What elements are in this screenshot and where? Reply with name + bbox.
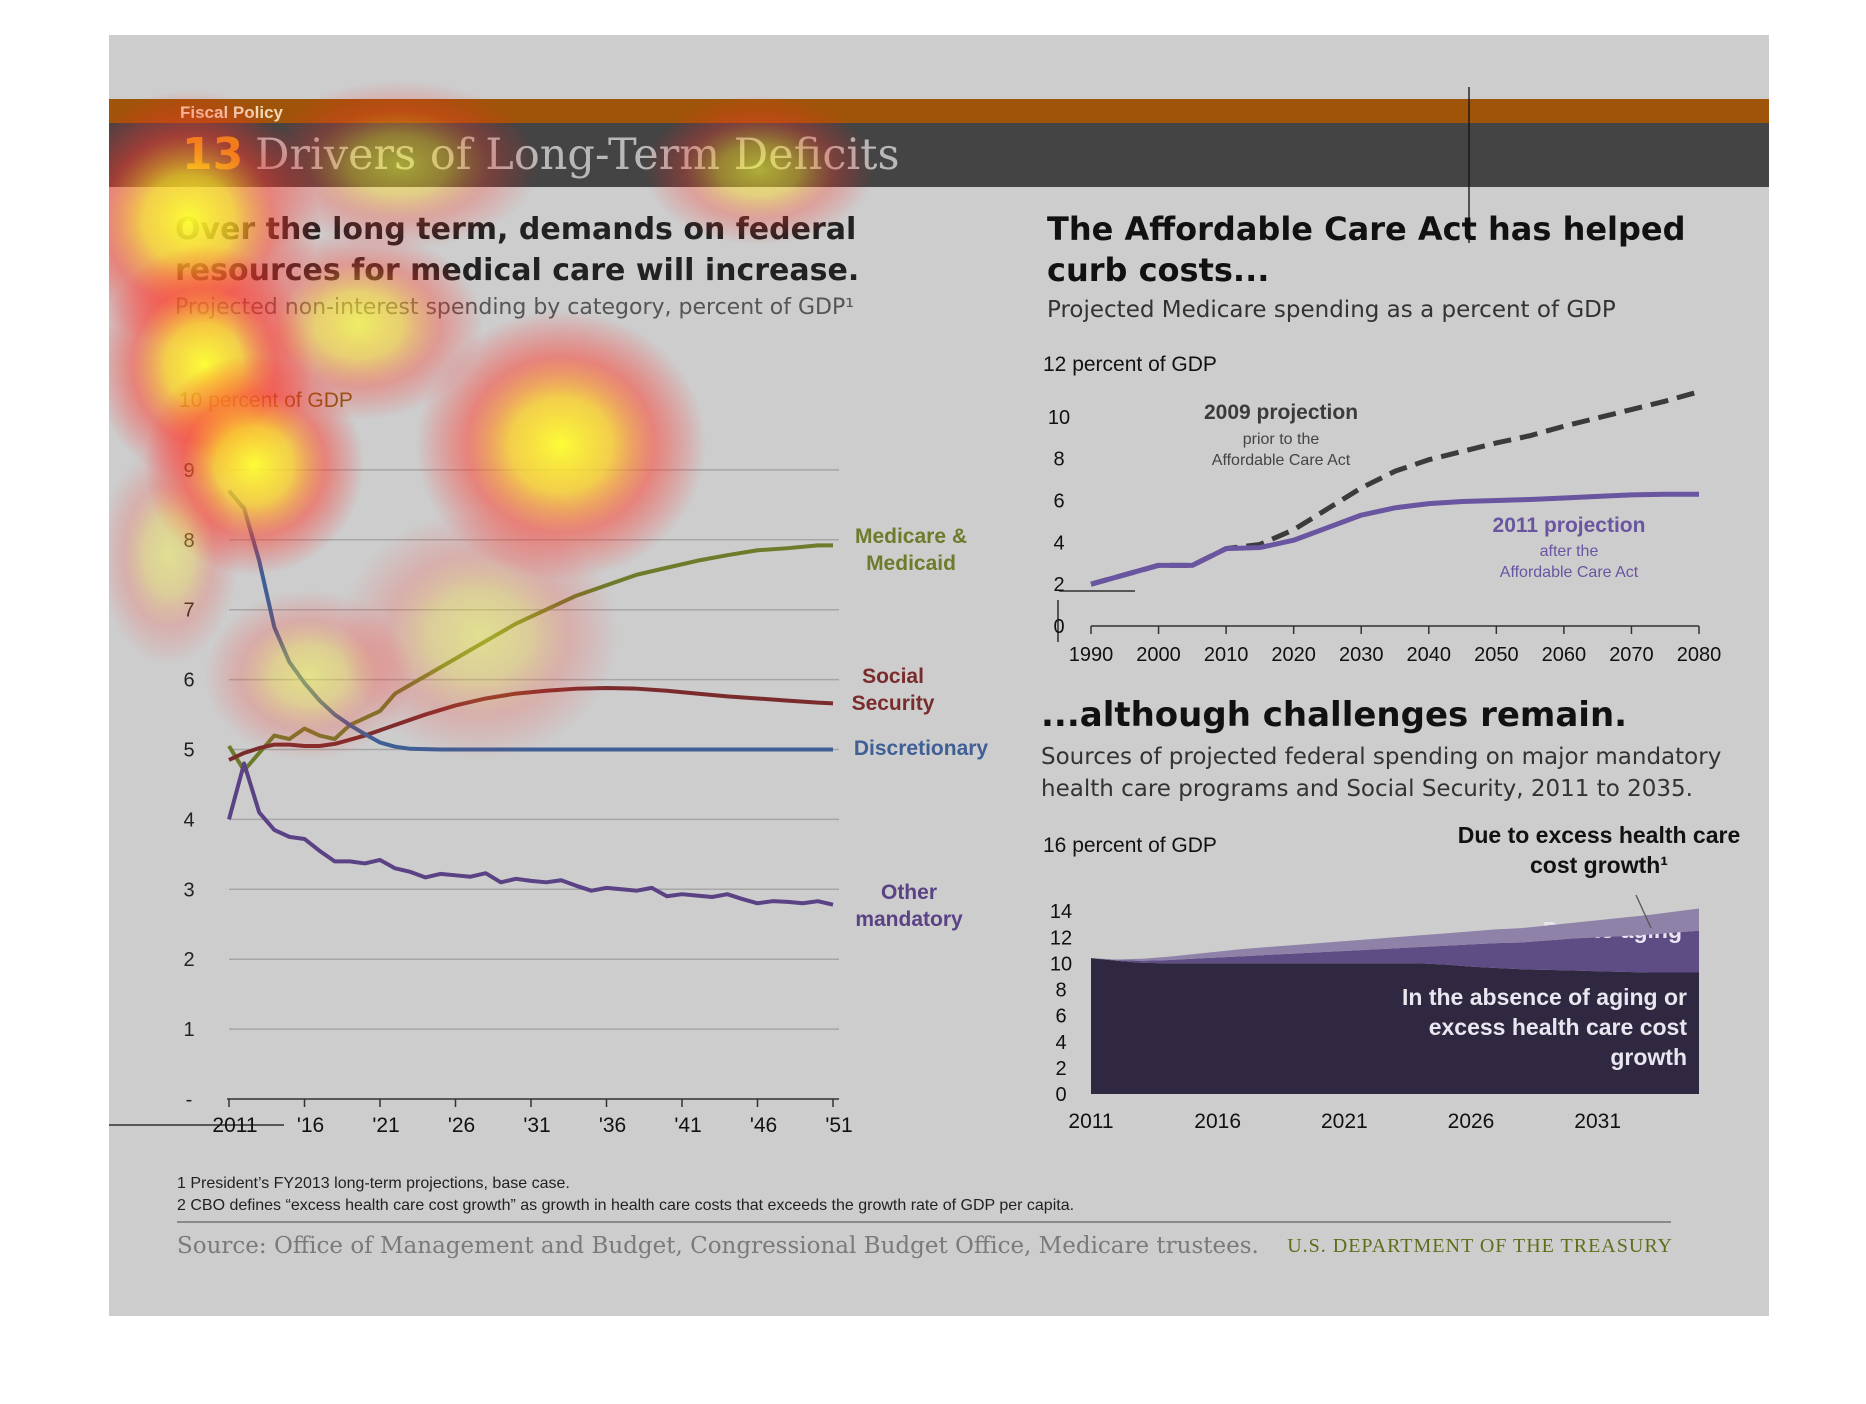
x-tick-label: 2011: [1068, 1110, 1113, 1133]
x-tick-label: '16: [297, 1114, 324, 1137]
x-tick-label: 2020: [1271, 644, 1316, 666]
series-label: 2011 projection: [1493, 514, 1646, 537]
y-tick-label: 2: [1053, 574, 1064, 596]
x-tick-label: '31: [523, 1114, 550, 1137]
x-tick-label: '36: [599, 1114, 626, 1137]
x-tick-label: 2030: [1339, 644, 1384, 666]
footnote-1: 1 President’s FY2013 long-term projectio…: [177, 1175, 570, 1192]
x-tick-label: 2026: [1448, 1110, 1495, 1133]
y-tick-label: 4: [1053, 532, 1064, 554]
x-tick-label: 1990: [1069, 644, 1114, 666]
series-label: excess health care cost: [1429, 1014, 1688, 1040]
x-tick-label: '46: [750, 1114, 777, 1137]
y-tick-label: -: [186, 1089, 193, 1111]
health-spending-sources-chart: In the absence of aging or excess health …: [1043, 822, 1741, 1133]
y-tick-label: 10: [1048, 407, 1070, 429]
x-tick-label: '26: [448, 1114, 475, 1137]
series-annotation: after the: [1540, 543, 1599, 560]
source-note: Source: Office of Management and Budget,…: [177, 1233, 1259, 1259]
agency-name: U.S. DEPARTMENT OF THE TREASURY: [1287, 1235, 1673, 1257]
series-line-2: [1090, 491, 1699, 587]
series-label: Due to excess health care: [1458, 822, 1741, 848]
series-label: Other: [881, 881, 937, 904]
y-tick-label: 3: [183, 879, 194, 901]
y-tick-label: 14: [1050, 901, 1072, 923]
y-tick-label: 2: [1055, 1058, 1066, 1080]
series-label: Medicaid: [866, 552, 956, 575]
y-tick-label: 6: [1053, 491, 1064, 513]
x-tick-label: 2016: [1194, 1110, 1241, 1133]
challenges-subtitle: Sources of projected federal spending on…: [1041, 744, 1722, 802]
x-tick-label: 2021: [1321, 1110, 1368, 1133]
series-label: Security: [852, 692, 935, 715]
series-annotation: Affordable Care Act: [1500, 564, 1639, 581]
aca-subtitle: Projected Medicare spending as a percent…: [1047, 297, 1616, 323]
y-tick-label: 0: [1053, 616, 1064, 638]
x-tick-label: '21: [372, 1114, 399, 1137]
area-layer-1: [1091, 958, 1699, 1094]
x-tick-label: 2031: [1574, 1110, 1621, 1133]
footer-rule: [177, 1221, 1671, 1223]
x-tick-label: '41: [674, 1114, 701, 1137]
y-tick-label: 2: [183, 949, 194, 971]
series-label: cost growth¹: [1530, 852, 1668, 878]
y-tick-label: 4: [1055, 1032, 1066, 1054]
x-tick-label: 2080: [1677, 644, 1722, 666]
series-line-4: [227, 761, 834, 907]
footnote-2: 2 CBO defines “excess health care cost g…: [177, 1197, 1075, 1214]
medicare-projection-chart: 12 percent of GDP 0 2 4 6 8 10 1990 2000 2010 2020…: [1043, 87, 1722, 666]
y-tick-label: 6: [1055, 1006, 1066, 1028]
y-tick-label: 10: [1050, 953, 1072, 975]
series-annotation: prior to the: [1243, 431, 1320, 448]
series-label: 2009 projection: [1204, 401, 1358, 424]
x-tick-label: 2070: [1609, 644, 1654, 666]
series-annotation: Affordable Care Act: [1212, 452, 1351, 469]
x-tick-label: '51: [825, 1114, 852, 1137]
y-tick-label: 8: [1055, 980, 1066, 1002]
y-tick-label: 1: [183, 1019, 194, 1041]
y-axis-label: 16 percent of GDP: [1043, 834, 1217, 857]
y-tick-label: 0: [1055, 1084, 1066, 1106]
series-label: In the absence of aging or: [1402, 984, 1687, 1010]
annotation-leader: [1635, 894, 1652, 929]
y-tick-label: 5: [183, 740, 194, 762]
x-tick-label: 2010: [1204, 644, 1249, 666]
series-label: Discretionary: [854, 737, 989, 760]
y-tick-label: 12: [1050, 927, 1072, 949]
x-tick-label: 2050: [1474, 644, 1519, 666]
y-tick-label: 8: [1053, 449, 1064, 471]
challenges-heading: ...although challenges remain.: [1041, 695, 1628, 735]
series-label: growth: [1610, 1044, 1687, 1070]
series-label: Social: [862, 665, 924, 688]
area-layer-3: [1091, 908, 1699, 961]
slide: Fiscal Policy 13 Drivers of Long-Term De…: [109, 35, 1769, 1316]
y-tick-label: 4: [183, 809, 194, 831]
series-label: mandatory: [855, 908, 963, 931]
area-layer-2: [1091, 930, 1699, 973]
x-tick-label: 2000: [1136, 644, 1181, 666]
y-tick-label: 6: [183, 670, 194, 692]
y-axis-label: 12 percent of GDP: [1043, 353, 1217, 376]
x-tick-label: 2060: [1542, 644, 1587, 666]
x-tick-label: 2040: [1407, 644, 1452, 666]
series-label: Medicare &: [855, 525, 967, 548]
aca-heading: The Affordable Care Act has helped curb …: [1047, 210, 1686, 289]
